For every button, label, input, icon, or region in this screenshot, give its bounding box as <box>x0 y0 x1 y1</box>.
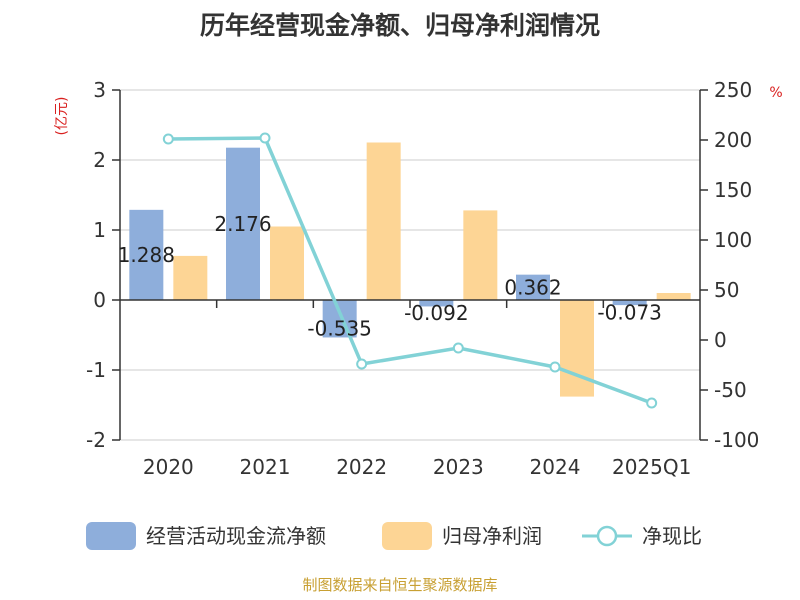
bar-net-profit <box>366 142 401 300</box>
category-label: 2022 <box>336 455 387 479</box>
tick-labels: 3 2 1 0 -1 -2 250 200 150 100 50 0 -50 -100 2020 2021 20… <box>86 78 759 479</box>
left-tick-label: 2 <box>93 148 106 172</box>
category-label: 2020 <box>143 455 194 479</box>
legend-swatch-marker <box>596 525 618 547</box>
bar-net-profit <box>173 255 208 300</box>
right-tick-label: -50 <box>714 378 747 402</box>
left-axis-unit: (亿元) <box>54 97 70 136</box>
cashflow-data-label: -0.073 <box>597 301 661 325</box>
category-label: 2025Q1 <box>612 455 691 479</box>
bar-cashflow <box>516 274 550 300</box>
bar-cashflow <box>612 300 647 306</box>
bar-net-profit <box>270 226 304 300</box>
bar-cashflow <box>419 300 454 307</box>
ratio-point <box>646 397 658 409</box>
legend-label-net-profit: 归母净利润 <box>442 524 542 548</box>
right-tick-label: 0 <box>714 328 727 352</box>
cashflow-data-label: 1.288 <box>118 243 175 267</box>
left-tick-label: -1 <box>86 358 106 382</box>
ratio-point <box>549 361 561 373</box>
category-label: 2021 <box>240 455 291 479</box>
right-tick-label: 100 <box>714 228 752 252</box>
right-tick-label: -100 <box>714 428 759 452</box>
bar-net-profit <box>656 293 691 300</box>
bar-net-profit <box>560 300 594 397</box>
ratio-line-path <box>168 136 653 405</box>
bar-cashflow <box>322 300 357 338</box>
right-tick-label: 50 <box>714 278 739 302</box>
ratio-point <box>452 342 464 354</box>
legend-swatch-cashflow <box>86 522 136 550</box>
bar-net-profit <box>463 210 498 300</box>
ratio-point <box>356 358 368 370</box>
legend-label-cashflow: 经营活动现金流净额 <box>146 524 326 548</box>
data-source-note: 制图数据来自恒生聚源数据库 <box>302 576 497 594</box>
left-tick-label: 0 <box>93 288 106 312</box>
cashflow-data-label: -0.535 <box>307 317 371 341</box>
bars <box>129 142 691 397</box>
cashflow-data-label: -0.092 <box>404 301 468 325</box>
bar-cashflow <box>129 209 164 300</box>
ratio-point <box>162 133 174 145</box>
right-tick-label: 150 <box>714 178 752 202</box>
legend-label-ratio: 净现比 <box>642 524 702 548</box>
ratio-line <box>162 132 658 409</box>
category-label: 2023 <box>433 455 484 479</box>
data-labels: 1.288 2.176 -0.535 -0.092 0.362 -0.073 <box>118 212 662 341</box>
right-tick-label: 200 <box>714 128 752 152</box>
cashflow-data-label: 2.176 <box>214 212 271 236</box>
right-axis-unit: % <box>769 85 782 101</box>
left-tick-label: -2 <box>86 428 106 452</box>
ratio-point <box>259 132 271 144</box>
category-label: 2024 <box>530 455 581 479</box>
legend-swatch-net-profit <box>382 522 432 550</box>
right-tick-label: 250 <box>714 78 752 102</box>
chart-title: 历年经营现金净额、归母净利润情况 <box>200 11 600 40</box>
cashflow-data-label: 0.362 <box>504 275 561 299</box>
bar-cashflow <box>226 147 260 300</box>
axes <box>112 89 708 441</box>
left-tick-label: 1 <box>93 218 106 242</box>
left-tick-label: 3 <box>93 78 106 102</box>
legend: 经营活动现金流净额 归母净利润 净现比 <box>86 522 702 550</box>
